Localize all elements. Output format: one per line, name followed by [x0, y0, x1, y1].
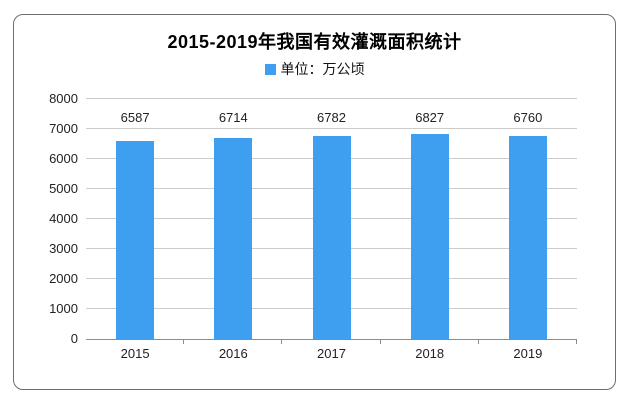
bar-2015: [116, 141, 155, 339]
plot-area: 0 1000 2000 3000 4000 5000 6000 7000 8000 6587 201…: [49, 91, 577, 361]
bar-2019: [508, 136, 547, 339]
value-label-2018: 6827: [415, 110, 445, 125]
x-axis-label-2019: 2019: [513, 346, 543, 361]
legend-label: 单位：万公顷: [280, 61, 365, 77]
x-axis-line: [86, 339, 577, 340]
axis-tick: [183, 339, 185, 344]
value-label-2015: 6587: [120, 110, 150, 125]
value-label-2017: 6782: [317, 110, 346, 125]
value-label-2019: 6760: [513, 110, 543, 125]
y-axis-label: 7000: [49, 121, 78, 136]
axis-tick: [477, 339, 479, 344]
axis-tick: [576, 339, 577, 344]
y-axis-label: 0: [70, 331, 78, 346]
y-axis-label: 8000: [49, 91, 78, 106]
bar-2016: [214, 137, 253, 339]
axis-tick: [281, 339, 283, 344]
x-axis-label-2018: 2018: [415, 346, 445, 361]
legend-marker-icon: [264, 64, 276, 75]
y-axis-label: 2000: [49, 271, 78, 286]
y-axis-label: 4000: [49, 211, 78, 226]
x-axis-label-2015: 2015: [120, 346, 150, 361]
x-axis-label-2016: 2016: [218, 346, 248, 361]
value-label-2016: 6714: [218, 110, 248, 125]
y-axis-label: 1000: [49, 301, 78, 316]
y-axis-label: 6000: [49, 151, 78, 166]
y-axis-label: 3000: [49, 241, 78, 256]
bar-2017: [312, 135, 351, 339]
gridline: [86, 98, 577, 99]
bar-2018: [410, 134, 449, 339]
axis-tick: [379, 339, 381, 344]
chart-title: 2015-2019年我国有效灌溉面积统计: [167, 32, 462, 52]
y-axis-label: 5000: [49, 181, 78, 196]
x-axis-label-2017: 2017: [317, 346, 346, 361]
chart-card: 2015-2019年我国有效灌溉面积统计 单位：万公顷 0 1000 2000 300…: [13, 14, 616, 390]
gridline: [86, 128, 577, 129]
legend: 单位：万公顷: [14, 62, 615, 78]
